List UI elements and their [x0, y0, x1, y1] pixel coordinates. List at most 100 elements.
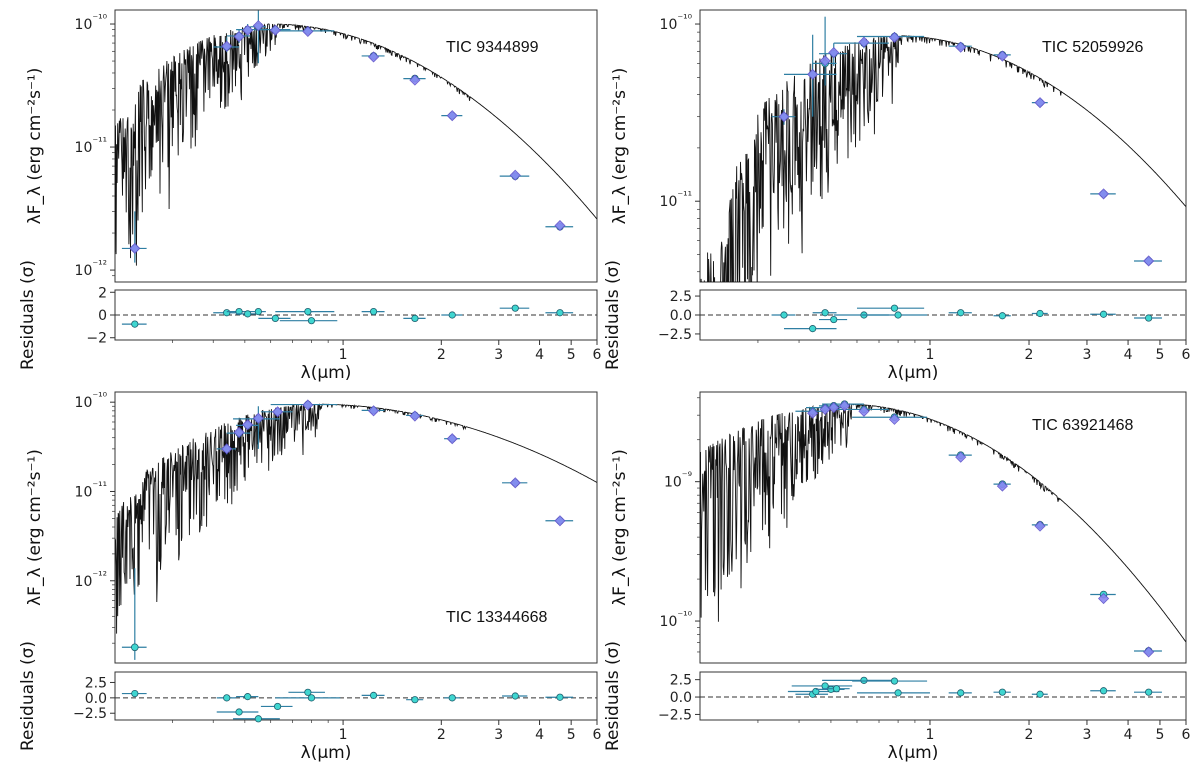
- resid-tick-label: 2.5: [670, 673, 692, 689]
- x-tick-label: 3: [494, 347, 503, 363]
- model-photometry-point: [509, 477, 521, 489]
- model-photometry-point: [221, 40, 233, 52]
- residual-point: [235, 708, 243, 716]
- model-photometry-point: [1034, 520, 1046, 532]
- x-tick-label: 6: [593, 727, 602, 743]
- x-tick-label: 5: [567, 727, 576, 743]
- residual-point: [957, 689, 965, 697]
- model-photometry-point: [807, 68, 819, 80]
- model-photometry-point: [233, 426, 245, 438]
- star-id-label: TIC 13344668: [446, 609, 548, 626]
- y-axis-label: λF_λ (erg cm⁻²s⁻¹): [610, 449, 630, 606]
- model-photometry-point: [888, 31, 901, 44]
- model-photometry-point: [409, 410, 421, 422]
- residual-point: [1145, 688, 1153, 696]
- residual-point: [832, 685, 841, 693]
- sed-panel-2: 10⁻¹⁰ 10⁻¹¹ 2.5 0.0 −2.5 1 2 3 4 5 6 TIC 52059926 λF…: [603, 9, 1191, 383]
- model-spectrum-line: [700, 403, 1186, 643]
- model-photometry-point: [129, 242, 141, 254]
- y-tick-label: 10⁻¹¹: [75, 135, 107, 156]
- residual-point: [411, 696, 419, 704]
- residual-point: [556, 309, 564, 317]
- model-photometry-point: [955, 41, 967, 53]
- residual-point: [1036, 309, 1044, 318]
- x-tick-label: 6: [1182, 347, 1191, 363]
- y-tick-label: 10⁻¹⁰: [660, 12, 693, 33]
- model-spectrum-line: [115, 23, 597, 266]
- model-photometry-point: [242, 24, 254, 36]
- residual-point: [131, 320, 139, 328]
- residual-point: [1145, 314, 1153, 322]
- resid-tick-label: 0.0: [85, 691, 107, 707]
- residual-point: [511, 304, 519, 312]
- residual-point: [1099, 687, 1108, 695]
- residual-point: [780, 311, 788, 319]
- residual-point: [511, 692, 519, 700]
- residual-point: [244, 310, 252, 318]
- x-tick-label: 4: [535, 347, 544, 363]
- model-photometry-point: [446, 433, 458, 445]
- residual-point: [998, 688, 1006, 696]
- residual-point: [1099, 310, 1108, 318]
- model-photometry-point: [269, 24, 281, 36]
- residual-point: [304, 688, 312, 696]
- model-spectrum-line: [115, 403, 597, 634]
- x-axis-label: λ(μm): [301, 743, 352, 763]
- resid-tick-label: 0.0: [670, 690, 692, 706]
- x-tick-label: 5: [1155, 347, 1164, 363]
- model-photometry-point: [828, 402, 840, 414]
- residual-point: [957, 309, 965, 317]
- residual-y-label: Residuals (σ): [18, 260, 38, 370]
- y-tick-label: 10⁻⁹: [664, 470, 692, 491]
- residual-y-label: Residuals (σ): [603, 260, 623, 370]
- residual-point: [274, 702, 282, 711]
- residual-point: [860, 676, 868, 684]
- residual-point: [809, 325, 817, 333]
- x-tick-label: 2: [437, 727, 446, 743]
- residual-point: [304, 307, 312, 316]
- residual-plot-frame: [114, 671, 598, 721]
- residual-point: [254, 715, 262, 723]
- model-photometry-point: [996, 50, 1008, 62]
- model-photometry-point: [221, 443, 233, 455]
- residual-point: [223, 694, 231, 702]
- resid-tick-label: 2.5: [85, 675, 107, 691]
- x-tick-label: 4: [535, 727, 544, 743]
- residual-point: [821, 309, 829, 317]
- residual-point: [894, 689, 902, 697]
- model-photometry-point: [996, 480, 1008, 492]
- model-photometry-point: [955, 451, 967, 463]
- model-photometry-point: [819, 55, 831, 67]
- residual-point: [890, 304, 899, 312]
- residual-point: [411, 314, 419, 323]
- y-axis-label: λF_λ (erg cm⁻²s⁻¹): [25, 449, 45, 606]
- x-tick-label: 5: [1155, 727, 1164, 743]
- model-photometry-point: [446, 110, 458, 122]
- model-photometry-point: [368, 51, 380, 63]
- residual-point: [448, 311, 456, 319]
- residual-point: [307, 317, 316, 325]
- residual-point: [369, 307, 378, 316]
- residual-point: [894, 311, 902, 319]
- x-tick-label: 2: [1025, 727, 1034, 743]
- model-photometry-point: [242, 419, 254, 431]
- x-tick-label: 2: [437, 347, 446, 363]
- x-tick-label: 5: [567, 347, 576, 363]
- y-axis-label: λF_λ (erg cm⁻²s⁻¹): [610, 68, 630, 225]
- sed-panel-1: 10⁻¹⁰ 10⁻¹¹ 10⁻¹² 2 0 −2 1 2 3 4 5 6 TIC 9344899 λF_λ…: [18, 9, 602, 383]
- model-photometry-point: [828, 47, 840, 59]
- resid-tick-label: 0.0: [670, 308, 692, 324]
- sed-plot-frame: [699, 391, 1187, 664]
- model-photometry-point: [1098, 188, 1110, 200]
- x-tick-label: 6: [1182, 727, 1191, 743]
- x-axis-label: λ(μm): [888, 743, 939, 763]
- model-photometry-point: [302, 25, 314, 38]
- x-tick-label: 1: [339, 347, 348, 363]
- residual-point: [307, 694, 316, 702]
- residual-point: [244, 693, 252, 701]
- x-tick-label: 3: [1082, 347, 1091, 363]
- residual-y-label: Residuals (σ): [18, 641, 38, 751]
- model-photometry-point: [554, 220, 566, 232]
- residual-y-label: Residuals (σ): [603, 641, 623, 751]
